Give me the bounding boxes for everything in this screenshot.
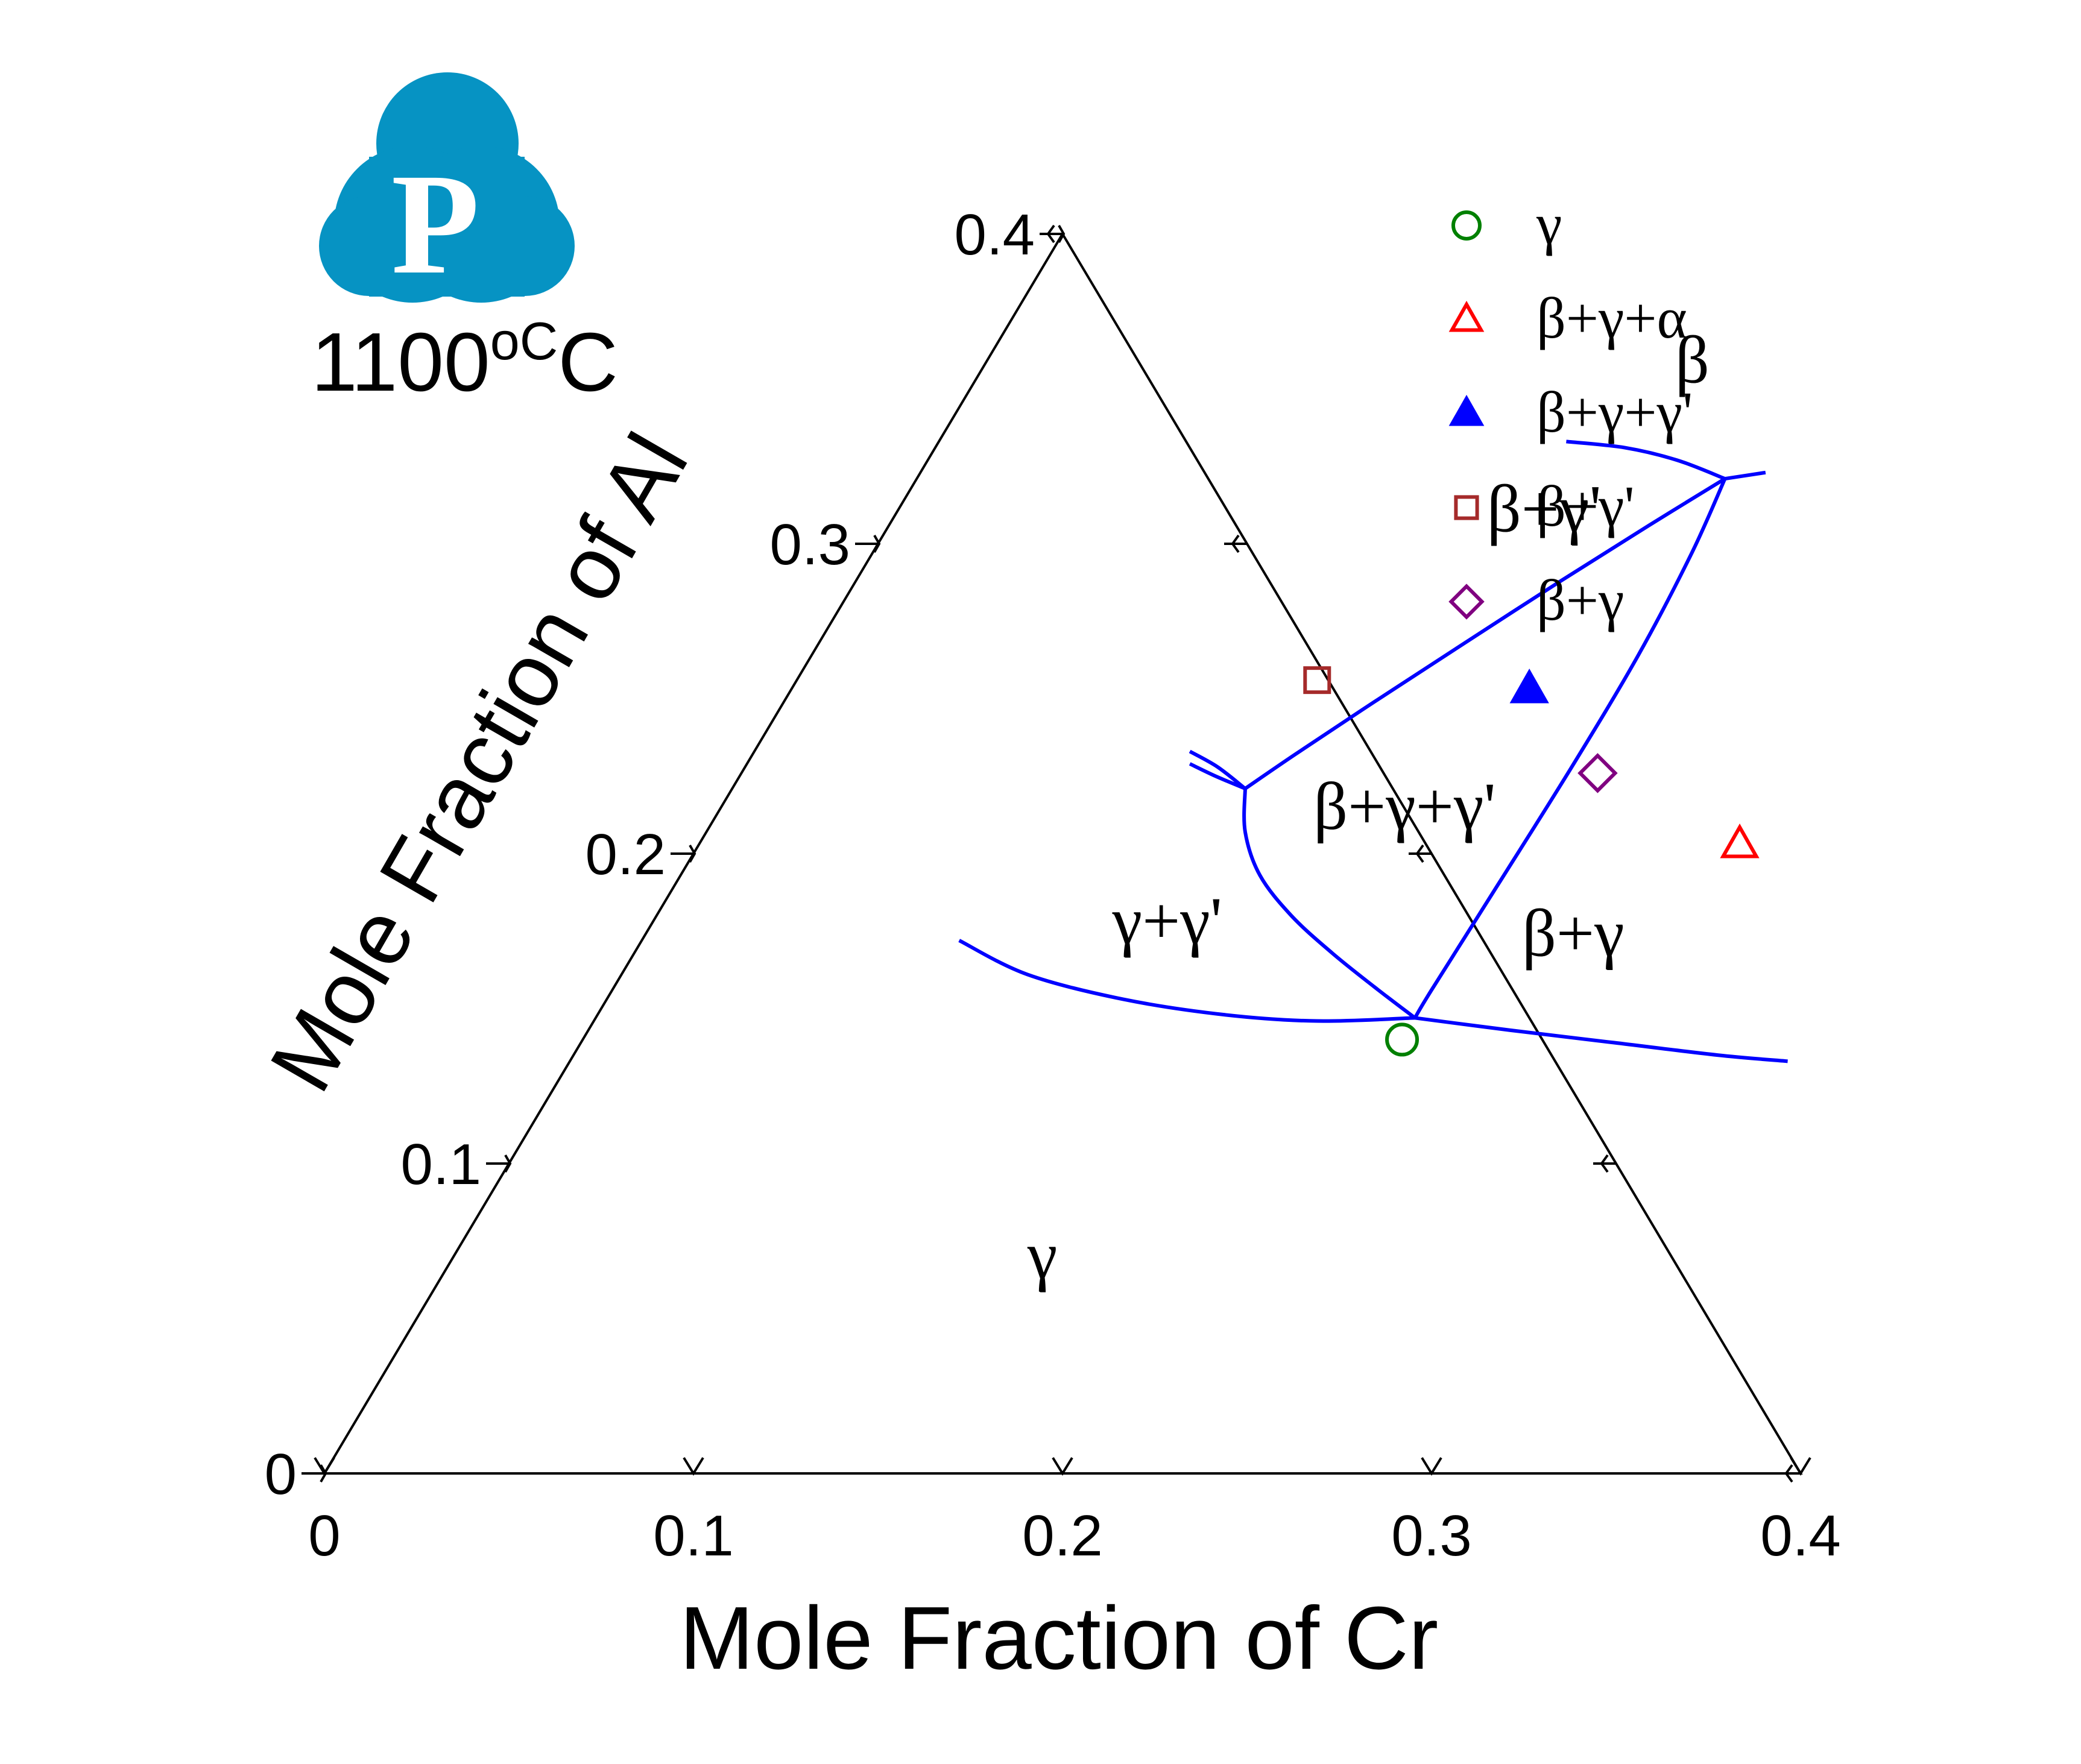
y-tick-label: 0.2 bbox=[586, 822, 666, 887]
y-tick bbox=[855, 535, 881, 553]
legend-label: β+γ' bbox=[1536, 474, 1635, 538]
tick-labels: 0 0.1 0.2 0.3 0.4 0 0.1 0.2 0.3 0.4 bbox=[265, 203, 1841, 1568]
x-tick-label: 0.1 bbox=[653, 1504, 733, 1568]
right-tick bbox=[1224, 534, 1247, 553]
temperature-letter: C bbox=[558, 316, 618, 409]
phase-boundary-gamma-left bbox=[958, 939, 1415, 1023]
x-tick bbox=[683, 1457, 704, 1476]
y-tick-label: 0.1 bbox=[401, 1132, 481, 1197]
phase-boundaries bbox=[958, 439, 1788, 1063]
x-tick bbox=[1421, 1457, 1442, 1476]
y-tick-label: 0.3 bbox=[770, 512, 850, 577]
legend-marker bbox=[1448, 394, 1485, 426]
region-label: β+γ bbox=[1522, 896, 1625, 971]
x-tick-label: 0.4 bbox=[1760, 1504, 1840, 1568]
region-label: γ bbox=[1027, 1218, 1058, 1293]
legend-marker bbox=[1448, 584, 1485, 620]
region-label: γ+γ' bbox=[1112, 884, 1222, 959]
right-tick bbox=[1409, 844, 1432, 863]
data-point bbox=[1385, 1022, 1419, 1057]
x-axis-label: Mole Fraction of Cr bbox=[680, 1589, 1438, 1688]
y-axis-label: Mole Fraction of Al bbox=[251, 418, 707, 1107]
right-tick bbox=[1593, 1154, 1616, 1173]
y-tick-label: 0.4 bbox=[955, 203, 1035, 267]
right-tick bbox=[1040, 224, 1063, 244]
company-logo-icon: P bbox=[319, 72, 575, 304]
y-tick-label: 0 bbox=[265, 1442, 297, 1507]
data-point bbox=[1303, 666, 1331, 695]
phase-boundary-gamma-right bbox=[1415, 1016, 1788, 1063]
right-tick bbox=[1778, 1464, 1801, 1483]
phase-boundary-tie-right bbox=[1413, 477, 1727, 1019]
phase-boundary-left-sliver-a bbox=[1189, 749, 1246, 790]
axis-ticks bbox=[302, 224, 1811, 1483]
y-tick bbox=[302, 1464, 327, 1482]
legend: γ β+γ+α β+γ+γ' β+γ' β+γ bbox=[1448, 192, 1693, 632]
legend-label: β+γ+γ' bbox=[1536, 380, 1693, 444]
chart-title: 1100oCC bbox=[311, 311, 618, 409]
x-tick-label: 0.2 bbox=[1022, 1504, 1102, 1568]
phase-boundary-tie-lower bbox=[1242, 789, 1416, 1019]
region-label: β+γ+γ' bbox=[1313, 769, 1495, 844]
phase-boundary-beta-upper bbox=[1566, 439, 1726, 480]
x-tick bbox=[1790, 1457, 1811, 1476]
y-tick bbox=[671, 845, 696, 863]
temperature-unit: oC bbox=[490, 311, 558, 371]
data-point bbox=[1720, 824, 1760, 858]
phase-boundary-left-sliver-b bbox=[1189, 762, 1246, 790]
region-labels: β β+γ' β+γ+γ' γ+γ' β+γ γ bbox=[1027, 323, 1710, 1293]
data-point bbox=[1509, 669, 1549, 704]
phase-boundary-beta-right bbox=[1725, 470, 1766, 481]
temperature-value: 1100 bbox=[311, 316, 490, 409]
x-tick-label: 0 bbox=[308, 1504, 340, 1568]
logo-letter: P bbox=[391, 143, 480, 304]
x-tick bbox=[1052, 1457, 1073, 1476]
legend-label: β+γ+α bbox=[1536, 286, 1687, 350]
data-points bbox=[1303, 666, 1760, 1057]
legend-label: γ bbox=[1536, 192, 1562, 256]
phase-boundary-tie-upper bbox=[1244, 477, 1726, 790]
legend-marker bbox=[1454, 495, 1479, 520]
legend-label: β+γ bbox=[1536, 568, 1624, 632]
region-label: β bbox=[1675, 323, 1710, 398]
x-tick-label: 0.3 bbox=[1391, 1504, 1471, 1568]
region-label: β+γ' bbox=[1487, 471, 1602, 546]
y-tick bbox=[486, 1154, 512, 1173]
legend-marker bbox=[1448, 300, 1485, 332]
legend-marker bbox=[1451, 210, 1482, 241]
data-point bbox=[1577, 753, 1618, 793]
